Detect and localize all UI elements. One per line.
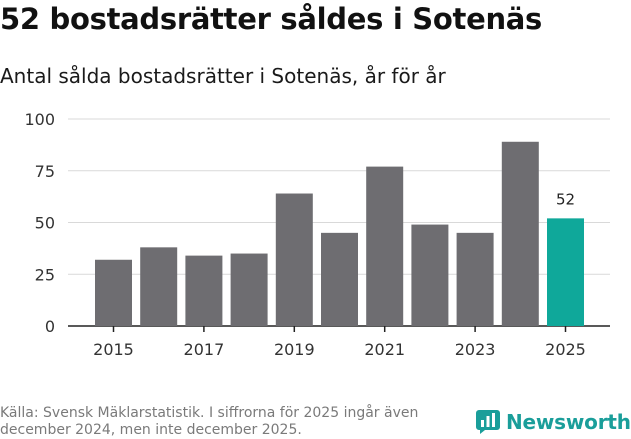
x-tick-label: 2023 [455, 340, 496, 359]
x-tick-label: 2015 [93, 340, 134, 359]
x-tick-label: 2021 [364, 340, 405, 359]
logo-text: Newsworthy [506, 410, 631, 434]
bar-chart: 0 25 50 75 100 2015 2017 2019 2021 2023 2025 52 [24, 110, 610, 359]
bar-2019 [275, 193, 313, 326]
bar-2023 [456, 232, 494, 326]
bar-2017 [185, 255, 223, 326]
bar-2020 [321, 232, 358, 326]
bar-2025 [547, 218, 584, 326]
y-tick-label: 50 [35, 214, 55, 233]
newsworthy-logo: Newsworthy [476, 407, 631, 437]
bar-2021 [366, 166, 404, 326]
y-tick-label: 100 [24, 110, 55, 129]
chart-title: 52 bostadsrätter såldes i Sotenäs [0, 2, 543, 36]
bar-2018 [230, 253, 268, 326]
y-tick-label: 0 [45, 317, 55, 336]
bar-2016 [140, 247, 178, 326]
bar-chart-logo-icon [476, 410, 500, 434]
x-tick-label: 2017 [184, 340, 225, 359]
y-tick-label: 75 [35, 162, 55, 181]
chart-subtitle: Antal sålda bostadsrätter i Sotenäs, år … [0, 64, 446, 88]
data-label: 52 [556, 190, 575, 208]
bar-2022 [411, 224, 449, 326]
x-tick-label: 2025 [545, 340, 586, 359]
bar-2024 [501, 141, 539, 326]
y-tick-label: 25 [35, 265, 55, 284]
source-note: Källa: Svensk Mäklarstatistik. I siffror… [0, 405, 419, 438]
x-tick-label: 2019 [274, 340, 315, 359]
bar-2015 [95, 259, 132, 326]
